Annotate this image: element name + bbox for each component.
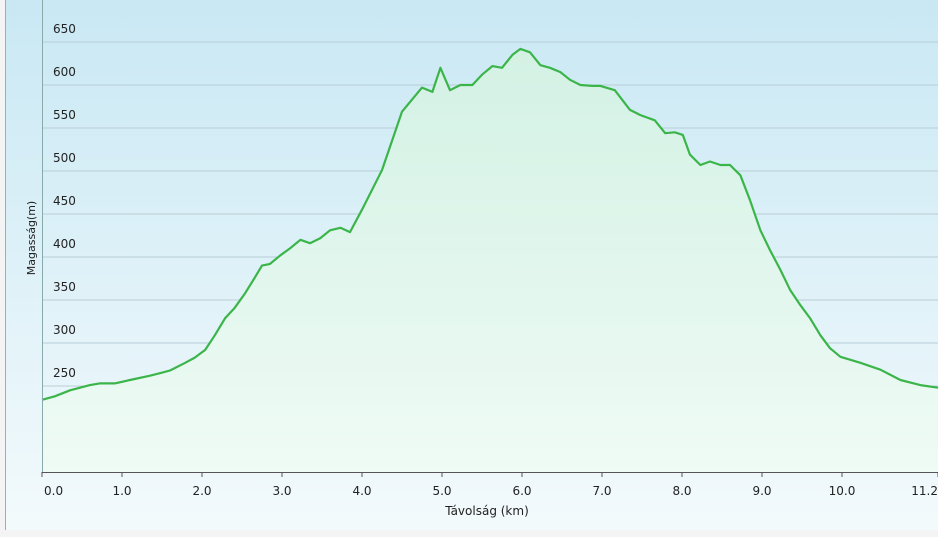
y-tick-label: 400 (53, 237, 76, 251)
x-tick-label: 1.0 (112, 484, 131, 498)
x-tick-label: 4.0 (352, 484, 371, 498)
x-tick-label: 5.0 (432, 484, 451, 498)
x-tick-label: 10.0 (829, 484, 856, 498)
y-axis-label: Magasság(m) (25, 201, 38, 275)
x-axis-label: Távolság (km) (444, 504, 529, 518)
x-tick-label: 6.0 (512, 484, 531, 498)
x-tick-label: 0.0 (44, 484, 63, 498)
y-tick-label: 350 (53, 280, 76, 294)
x-tick-label: 3.0 (272, 484, 291, 498)
y-tick-label: 650 (53, 22, 76, 36)
x-tick-label: 2.0 (192, 484, 211, 498)
y-tick-label: 600 (53, 65, 76, 79)
y-tick-label: 450 (53, 194, 76, 208)
area-fill (42, 48, 938, 473)
x-tick-label: 11.2 (911, 484, 938, 498)
x-tick-label: 8.0 (672, 484, 691, 498)
y-tick-label: 500 (53, 151, 76, 165)
y-tick-label: 250 (53, 366, 76, 380)
elevation-line (41, 47, 938, 401)
x-tick-label: 9.0 (752, 484, 771, 498)
y-tick-label: 550 (53, 108, 76, 122)
y-tick-label: 300 (53, 323, 76, 337)
x-tick-label: 7.0 (592, 484, 611, 498)
